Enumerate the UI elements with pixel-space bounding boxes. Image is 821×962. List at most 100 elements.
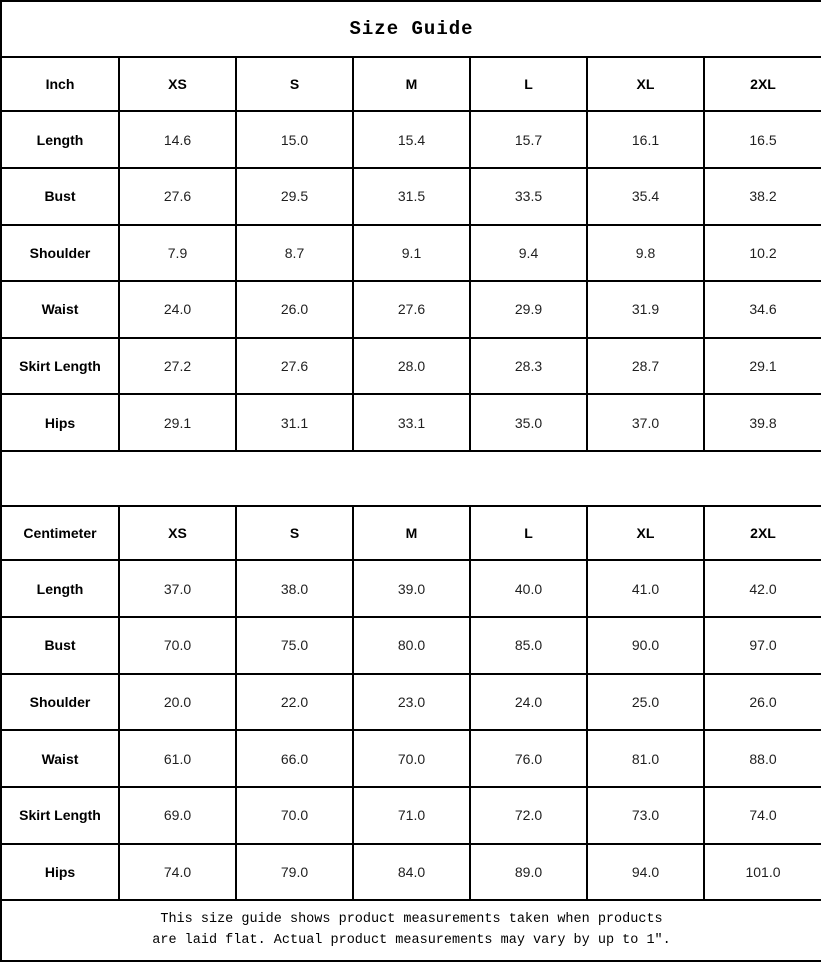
measurement-value: 9.1: [352, 223, 471, 283]
measurement-label: Length: [0, 559, 120, 618]
measurement-value: 84.0: [352, 842, 471, 902]
size-column-header: 2XL: [702, 55, 821, 113]
measurement-value: 24.0: [118, 280, 237, 339]
spacer-cell: [0, 450, 821, 507]
measurement-value: 34.6: [702, 280, 821, 339]
measurement-label: Length: [0, 110, 120, 169]
measurement-value: 31.9: [586, 280, 705, 339]
table-row: Length 14.6 15.0 15.4 15.7 16.1 16.5: [0, 110, 821, 169]
table-row: Hips 29.1 31.1 33.1 35.0 37.0 39.8: [0, 393, 821, 453]
page-title: Size Guide: [0, 0, 821, 58]
measurement-value: 94.0: [586, 842, 705, 902]
measurement-value: 15.0: [235, 110, 354, 169]
table-row: Waist 61.0 66.0 70.0 76.0 81.0 88.0: [0, 729, 821, 788]
measurement-value: 20.0: [118, 672, 237, 732]
measurement-value: 9.8: [586, 223, 705, 283]
size-column-header: XL: [586, 504, 705, 562]
measurement-value: 101.0: [702, 842, 821, 902]
table-row: Skirt Length 69.0 70.0 71.0 72.0 73.0 74.0: [0, 785, 821, 845]
measurement-value: 70.0: [352, 729, 471, 788]
measurement-value: 72.0: [469, 785, 588, 845]
measurement-value: 28.0: [352, 336, 471, 396]
measurement-value: 89.0: [469, 842, 588, 902]
measurement-value: 74.0: [702, 785, 821, 845]
measurement-label: Waist: [0, 729, 120, 788]
measurement-value: 35.4: [586, 166, 705, 226]
measurement-label: Bust: [0, 615, 120, 675]
measurement-value: 97.0: [702, 615, 821, 675]
measurement-label: Hips: [0, 842, 120, 902]
measurement-value: 85.0: [469, 615, 588, 675]
measurement-value: 66.0: [235, 729, 354, 788]
measurement-value: 38.0: [235, 559, 354, 618]
measurement-value: 79.0: [235, 842, 354, 902]
spacer-row: [0, 450, 821, 507]
size-column-header: M: [352, 55, 471, 113]
measurement-value: 25.0: [586, 672, 705, 732]
measurement-value: 26.0: [702, 672, 821, 732]
measurement-value: 88.0: [702, 729, 821, 788]
measurement-value: 37.0: [586, 393, 705, 453]
measurement-value: 75.0: [235, 615, 354, 675]
measurement-value: 38.2: [702, 166, 821, 226]
measurement-value: 28.7: [586, 336, 705, 396]
table-row: Length 37.0 38.0 39.0 40.0 41.0 42.0: [0, 559, 821, 618]
measurement-value: 40.0: [469, 559, 588, 618]
measurement-value: 29.1: [702, 336, 821, 396]
measurement-value: 69.0: [118, 785, 237, 845]
measurement-value: 16.5: [702, 110, 821, 169]
table-header-row: Centimeter XS S M L XL 2XL: [0, 504, 821, 562]
measurement-value: 80.0: [352, 615, 471, 675]
unit-header: Centimeter: [0, 504, 120, 562]
measurement-value: 9.4: [469, 223, 588, 283]
measurement-value: 15.4: [352, 110, 471, 169]
measurement-label: Shoulder: [0, 223, 120, 283]
measurement-value: 7.9: [118, 223, 237, 283]
footer-note-line-1: This size guide shows product measuremen…: [160, 911, 663, 927]
measurement-value: 27.6: [118, 166, 237, 226]
measurement-label: Waist: [0, 280, 120, 339]
table-row: Bust 27.6 29.5 31.5 33.5 35.4 38.2: [0, 166, 821, 226]
measurement-label: Skirt Length: [0, 785, 120, 845]
measurement-value: 39.0: [352, 559, 471, 618]
size-column-header: M: [352, 504, 471, 562]
size-column-header: XL: [586, 55, 705, 113]
measurement-label: Skirt Length: [0, 336, 120, 396]
measurement-value: 10.2: [702, 223, 821, 283]
measurement-value: 41.0: [586, 559, 705, 618]
measurement-value: 16.1: [586, 110, 705, 169]
table-row: Bust 70.0 75.0 80.0 85.0 90.0 97.0: [0, 615, 821, 675]
measurement-value: 24.0: [469, 672, 588, 732]
title-row: Size Guide: [0, 0, 821, 58]
measurement-value: 70.0: [118, 615, 237, 675]
size-column-header: 2XL: [702, 504, 821, 562]
measurement-label: Shoulder: [0, 672, 120, 732]
table-row: Skirt Length 27.2 27.6 28.0 28.3 28.7 29.1: [0, 336, 821, 396]
measurement-value: 26.0: [235, 280, 354, 339]
footer-note: This size guide shows product measuremen…: [0, 899, 821, 962]
measurement-value: 42.0: [702, 559, 821, 618]
measurement-value: 27.2: [118, 336, 237, 396]
measurement-value: 22.0: [235, 672, 354, 732]
measurement-value: 14.6: [118, 110, 237, 169]
size-column-header: XS: [118, 504, 237, 562]
size-column-header: S: [235, 504, 354, 562]
table-row: Shoulder 20.0 22.0 23.0 24.0 25.0 26.0: [0, 672, 821, 732]
measurement-value: 90.0: [586, 615, 705, 675]
measurement-value: 73.0: [586, 785, 705, 845]
measurement-value: 33.1: [352, 393, 471, 453]
size-column-header: XS: [118, 55, 237, 113]
measurement-value: 29.9: [469, 280, 588, 339]
measurement-value: 31.1: [235, 393, 354, 453]
measurement-value: 8.7: [235, 223, 354, 283]
measurement-value: 70.0: [235, 785, 354, 845]
measurement-value: 27.6: [352, 280, 471, 339]
measurement-value: 23.0: [352, 672, 471, 732]
table-row: Shoulder 7.9 8.7 9.1 9.4 9.8 10.2: [0, 223, 821, 283]
size-column-header: S: [235, 55, 354, 113]
measurement-value: 28.3: [469, 336, 588, 396]
size-column-header: L: [469, 504, 588, 562]
measurement-label: Hips: [0, 393, 120, 453]
